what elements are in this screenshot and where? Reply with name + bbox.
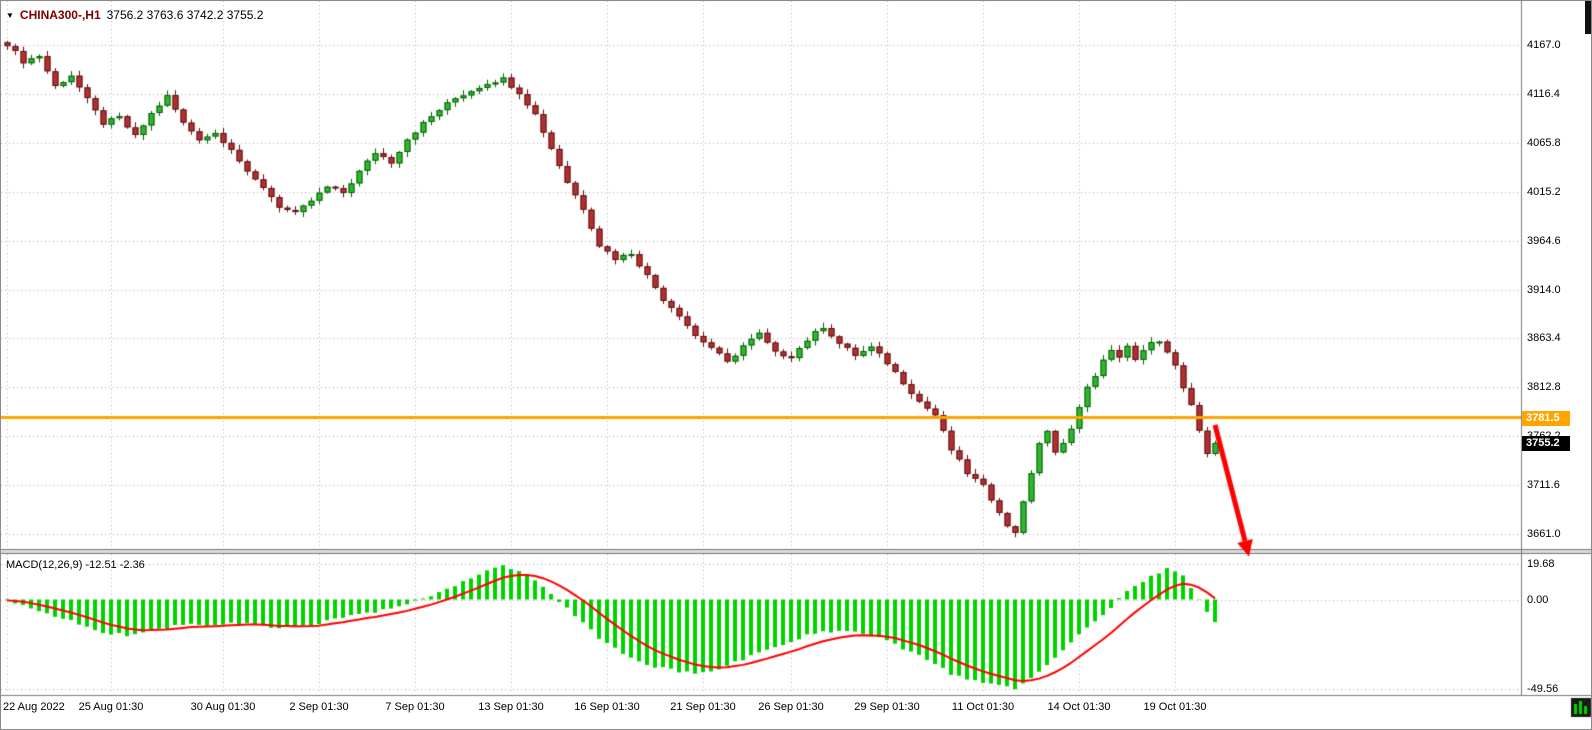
price-tick-label: 4065.8 — [1527, 136, 1561, 149]
macd-current-values: -12.51 -2.36 — [85, 559, 145, 571]
price-tick-label: 3964.6 — [1527, 234, 1561, 247]
price-tick-label: 3812.8 — [1527, 381, 1561, 394]
last-price-tag: 3755.2 — [1522, 435, 1570, 451]
time-tick-label: 16 Sep 01:30 — [574, 701, 640, 713]
macd-label: MACD(12,26,9) -12.51 -2.36 — [6, 559, 145, 571]
time-tick-label: 21 Sep 01:30 — [670, 701, 736, 713]
time-tick-label: 7 Sep 01:30 — [385, 701, 445, 713]
price-tick-label: 3914.0 — [1527, 283, 1561, 296]
ohlc-values: 3756.2 3763.6 3742.2 3755.2 — [106, 8, 264, 22]
macd-tick-label: 0.00 — [1527, 593, 1549, 606]
time-tick-label: 14 Oct 01:30 — [1047, 701, 1111, 713]
price-tick-label: 4167.0 — [1527, 39, 1561, 51]
symbol-timeframe-label: CHINA300-,H1 — [19, 8, 101, 22]
price-tick-label: 3711.6 — [1527, 479, 1560, 492]
time-tick-label: 22 Aug 2022 — [3, 701, 65, 713]
macd-tick-label: -49.56 — [1527, 682, 1559, 695]
time-tick-label: 26 Sep 01:30 — [758, 701, 824, 713]
time-tick-label: 30 Aug 01:30 — [190, 701, 256, 713]
time-tick-label: 13 Sep 01:30 — [478, 701, 544, 713]
time-tick-label: 19 Oct 01:30 — [1143, 701, 1207, 713]
time-tick-label: 2 Sep 01:30 — [289, 701, 349, 713]
price-tick-label: 3661.0 — [1527, 528, 1561, 540]
macd-name: MACD(12,26,9) — [6, 559, 83, 571]
chart-header: ▼ CHINA300-,H1 3756.2 3763.6 3742.2 3755… — [6, 8, 263, 22]
time-tick-label: 11 Oct 01:30 — [951, 701, 1015, 713]
price-tick-label: 4116.4 — [1527, 87, 1560, 100]
price-tick-label: 4015.2 — [1527, 185, 1561, 198]
scrollbar-thumb[interactable] — [1585, 1, 1591, 34]
price-tick-label: 3863.4 — [1527, 332, 1561, 345]
time-tick-label: 29 Sep 01:30 — [854, 701, 920, 713]
hline-price-tag[interactable]: 3781.5 — [1522, 410, 1570, 426]
macd-tick-label: 19.68 — [1527, 557, 1555, 570]
time-tick-label: 25 Aug 01:30 — [78, 701, 144, 713]
chart-menu-icon[interactable]: ▼ — [6, 10, 14, 20]
